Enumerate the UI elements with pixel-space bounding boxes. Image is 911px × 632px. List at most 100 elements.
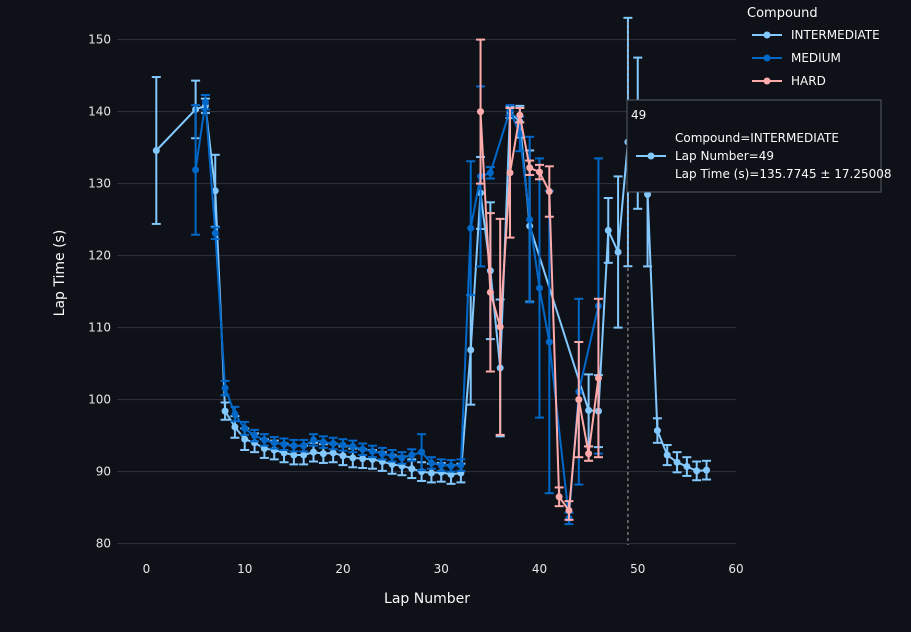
data-point-medium-lap-21[interactable] — [349, 442, 357, 450]
x-tick-label-30: 30 — [434, 562, 449, 576]
data-point-intermediate-lap-54[interactable] — [673, 458, 681, 466]
data-point-medium-lap-19[interactable] — [329, 440, 337, 448]
data-point-medium-lap-12[interactable] — [260, 436, 268, 444]
data-point-medium-lap-27[interactable] — [408, 451, 416, 459]
data-point-medium-lap-25[interactable] — [388, 452, 396, 460]
legend-title: Compound — [747, 6, 818, 21]
data-point-hard-lap-46[interactable] — [594, 374, 602, 382]
data-point-hard-lap-36[interactable] — [496, 323, 504, 331]
legend-label: HARD — [791, 74, 826, 88]
data-point-intermediate-lap-56[interactable] — [693, 467, 701, 475]
data-point-medium-lap-6[interactable] — [201, 98, 209, 106]
data-point-medium-lap-24[interactable] — [378, 450, 386, 458]
data-point-hard-lap-44[interactable] — [575, 396, 583, 404]
data-point-medium-lap-38[interactable] — [516, 130, 524, 138]
data-point-medium-lap-18[interactable] — [319, 438, 327, 446]
plot-area[interactable] — [151, 16, 712, 526]
data-point-hard-lap-43[interactable] — [565, 506, 573, 514]
legend-item-hard[interactable]: HARD — [752, 74, 826, 88]
data-point-medium-lap-41[interactable] — [545, 338, 553, 346]
tooltip-line-2: Lap Number=49 — [675, 149, 774, 163]
data-point-medium-lap-28[interactable] — [418, 448, 426, 456]
data-point-intermediate-lap-12[interactable] — [260, 445, 268, 453]
data-point-intermediate-lap-10[interactable] — [241, 435, 249, 443]
data-point-medium-lap-15[interactable] — [290, 442, 298, 450]
tooltip-header: 49 — [631, 108, 646, 122]
data-point-medium-lap-35[interactable] — [486, 169, 494, 177]
data-point-intermediate-lap-57[interactable] — [703, 466, 711, 474]
data-point-hard-lap-39[interactable] — [526, 164, 534, 172]
data-point-intermediate-lap-47[interactable] — [604, 226, 612, 234]
data-point-medium-lap-31[interactable] — [447, 462, 455, 470]
data-point-hard-lap-45[interactable] — [585, 450, 593, 458]
data-point-intermediate-lap-7[interactable] — [211, 187, 219, 195]
data-point-hard-lap-41[interactable] — [545, 188, 553, 196]
data-point-intermediate-lap-18[interactable] — [319, 450, 327, 458]
data-point-intermediate-lap-53[interactable] — [663, 451, 671, 459]
data-point-intermediate-lap-22[interactable] — [359, 455, 367, 463]
data-point-intermediate-lap-17[interactable] — [310, 448, 318, 456]
data-point-intermediate-lap-8[interactable] — [221, 407, 229, 415]
data-point-medium-lap-11[interactable] — [251, 432, 259, 440]
data-point-intermediate-lap-25[interactable] — [388, 460, 396, 468]
data-point-medium-lap-32[interactable] — [457, 461, 465, 469]
x-tick-label-40: 40 — [532, 562, 547, 576]
data-point-medium-lap-40[interactable] — [535, 284, 543, 292]
tooltip-swatch-marker — [647, 152, 655, 160]
data-point-intermediate-lap-29[interactable] — [427, 469, 435, 477]
data-point-intermediate-lap-14[interactable] — [280, 449, 288, 457]
data-point-medium-lap-22[interactable] — [359, 445, 367, 453]
data-point-medium-lap-33[interactable] — [467, 224, 475, 232]
data-point-medium-lap-20[interactable] — [339, 441, 347, 449]
y-axis-title: Lap Time (s) — [52, 230, 68, 317]
data-point-hard-lap-37[interactable] — [506, 169, 514, 177]
data-point-medium-lap-14[interactable] — [280, 440, 288, 448]
legend-item-intermediate[interactable]: INTERMEDIATE — [752, 28, 880, 42]
legend-item-medium[interactable]: MEDIUM — [752, 51, 841, 65]
data-point-medium-lap-8[interactable] — [221, 384, 229, 392]
data-point-hard-lap-42[interactable] — [555, 493, 563, 501]
data-point-intermediate-lap-51[interactable] — [644, 190, 652, 198]
data-point-intermediate-lap-27[interactable] — [408, 465, 416, 473]
data-point-intermediate-lap-19[interactable] — [329, 449, 337, 457]
data-point-medium-lap-10[interactable] — [241, 424, 249, 432]
data-point-medium-lap-9[interactable] — [231, 410, 239, 418]
data-point-intermediate-lap-31[interactable] — [447, 470, 455, 478]
data-point-hard-lap-34[interactable] — [477, 108, 485, 116]
data-point-medium-lap-7[interactable] — [211, 229, 219, 237]
data-point-hard-lap-40[interactable] — [535, 168, 543, 176]
data-point-intermediate-lap-45[interactable] — [585, 406, 593, 414]
data-point-medium-lap-30[interactable] — [437, 461, 445, 469]
data-point-intermediate-lap-55[interactable] — [683, 463, 691, 471]
legend[interactable]: Compound INTERMEDIATE MEDIUM HARD — [747, 6, 880, 88]
x-axis-title: Lap Number — [384, 591, 470, 607]
data-point-intermediate-lap-52[interactable] — [653, 427, 661, 435]
data-point-intermediate-lap-15[interactable] — [290, 451, 298, 459]
data-point-hard-lap-38[interactable] — [516, 111, 524, 119]
data-point-intermediate-lap-20[interactable] — [339, 452, 347, 460]
tooltip-line-1: Compound=INTERMEDIATE — [675, 131, 839, 145]
data-point-intermediate-lap-48[interactable] — [614, 248, 622, 256]
data-point-intermediate-lap-9[interactable] — [231, 423, 239, 431]
data-point-medium-lap-29[interactable] — [427, 459, 435, 467]
y-tick-labels: 80 90 100 110 120 130 140 150 — [88, 33, 111, 551]
data-point-medium-lap-5[interactable] — [192, 166, 200, 174]
data-point-medium-lap-13[interactable] — [270, 439, 278, 447]
data-point-intermediate-lap-16[interactable] — [300, 451, 308, 459]
data-point-medium-lap-23[interactable] — [368, 447, 376, 455]
data-point-medium-lap-17[interactable] — [310, 436, 318, 444]
series-hard[interactable] — [476, 38, 603, 521]
data-point-intermediate-lap-1[interactable] — [152, 146, 160, 154]
y-tick-label-140: 140 — [88, 105, 111, 119]
data-point-medium-lap-39[interactable] — [526, 216, 534, 224]
y-tick-label-80: 80 — [96, 537, 111, 551]
data-point-medium-lap-26[interactable] — [398, 454, 406, 462]
data-point-hard-lap-35[interactable] — [486, 288, 494, 296]
y-tick-label-110: 110 — [88, 321, 111, 335]
tooltip-line-3: Lap Time (s)=135.7745 ± 17.25008 — [675, 167, 892, 181]
data-point-intermediate-lap-21[interactable] — [349, 454, 357, 462]
data-point-medium-lap-16[interactable] — [300, 442, 308, 450]
data-point-intermediate-lap-33[interactable] — [467, 346, 475, 354]
